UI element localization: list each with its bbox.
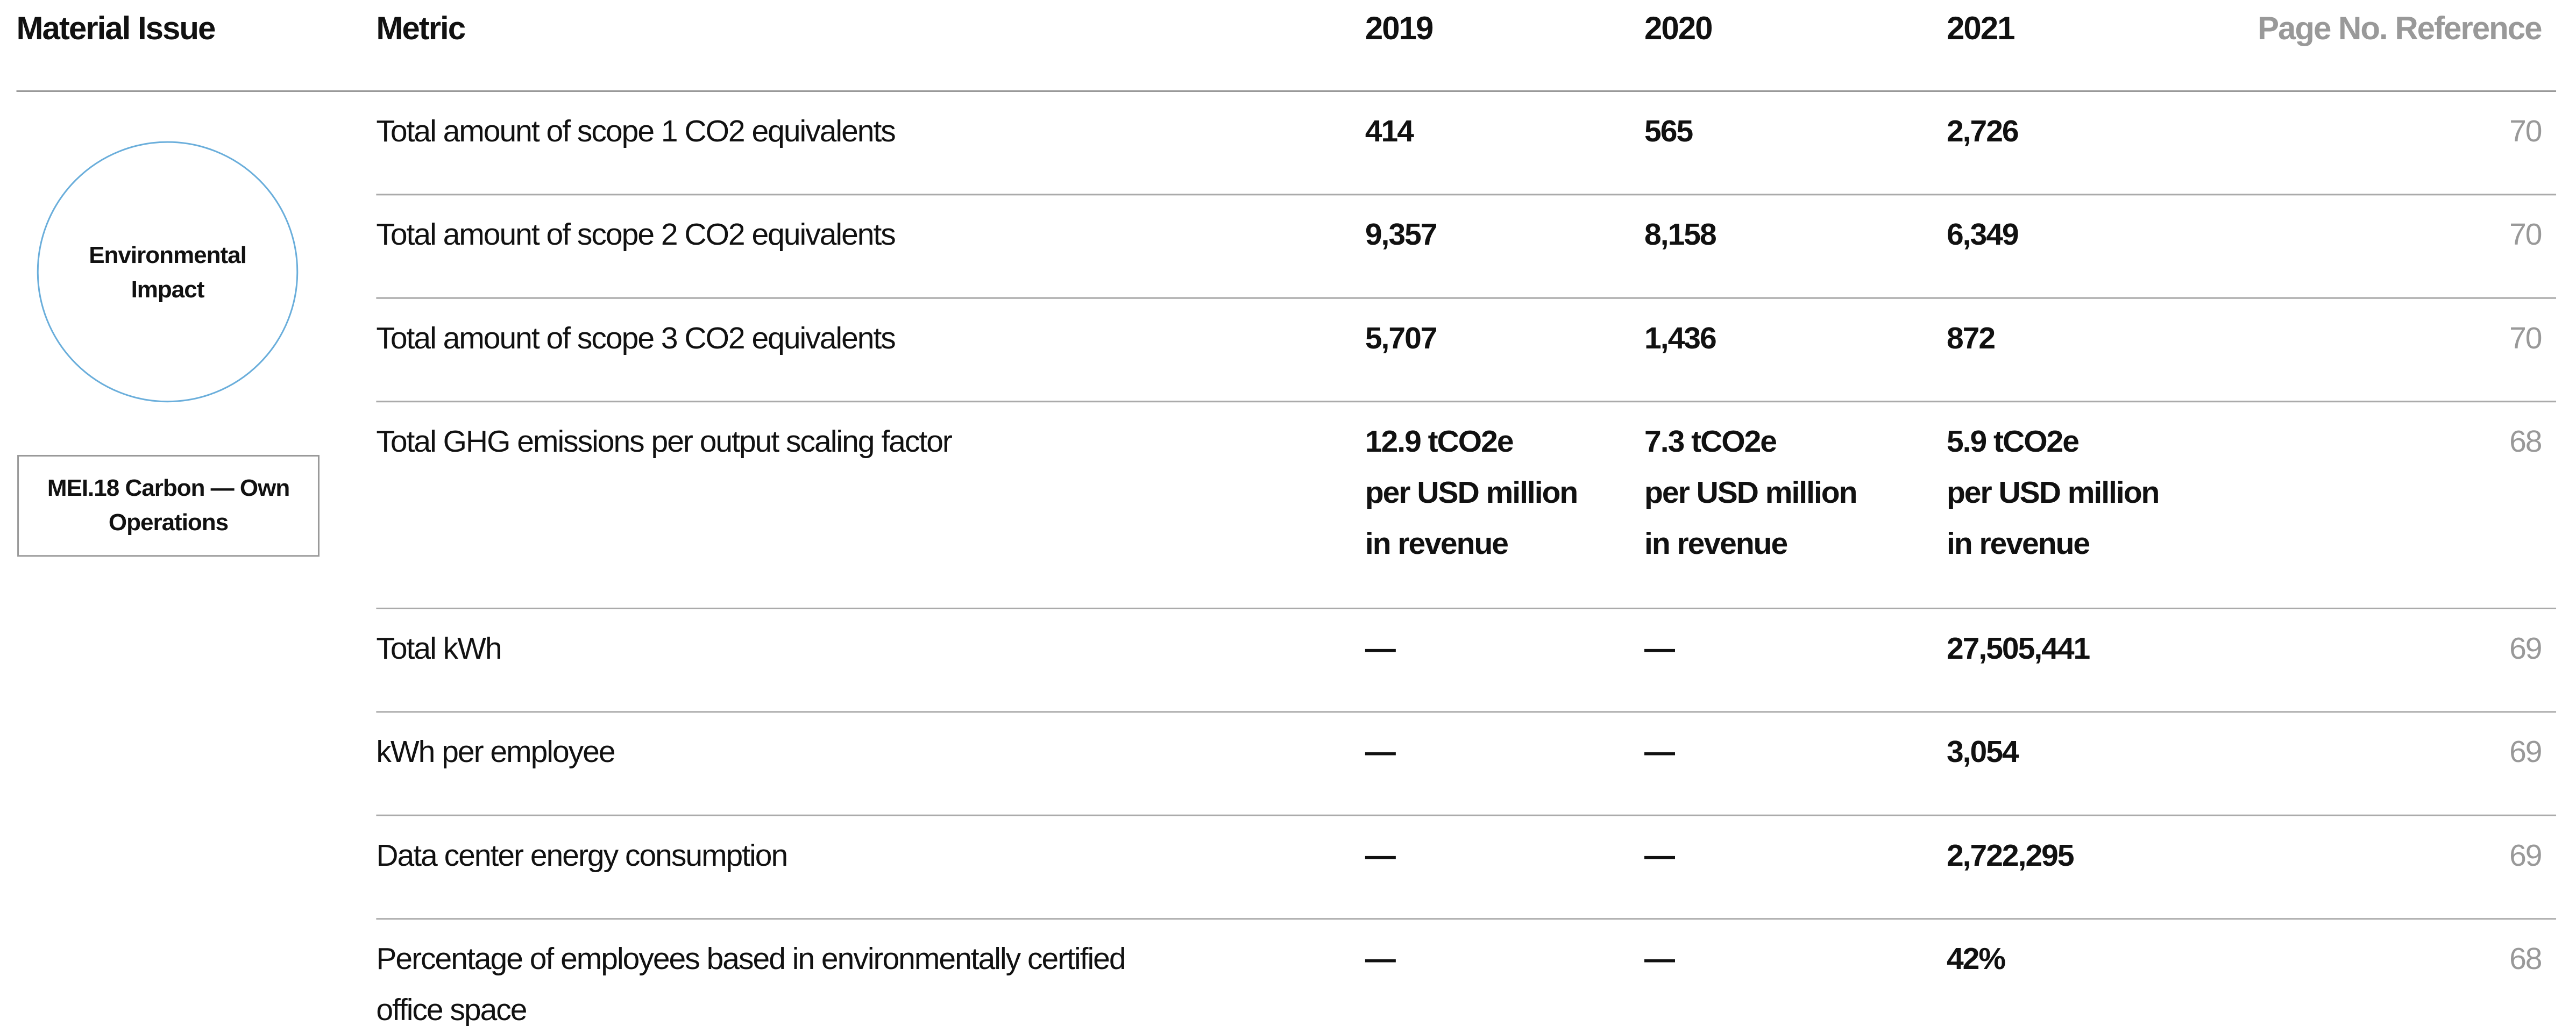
page-ref: 70 <box>2509 320 2542 355</box>
value: — <box>1365 735 1396 770</box>
value: 9,357 <box>1365 217 1438 252</box>
issue-circle <box>37 141 299 403</box>
page-ref: 69 <box>2509 838 2542 873</box>
value: 3,054 <box>1946 735 2019 770</box>
value: — <box>1365 838 1396 873</box>
column-header: Material Issue <box>16 10 216 46</box>
value: 5.9 tCO2e per USD million in revenue <box>1946 424 2160 561</box>
issue-category: Environmental Impact <box>89 241 247 303</box>
value: 565 <box>1644 113 1693 148</box>
column-header: 2019 <box>1365 10 1434 46</box>
metric: Total amount of scope 2 CO2 equivalents <box>376 217 896 252</box>
column-header: 2020 <box>1644 10 1713 46</box>
value: — <box>1644 735 1675 770</box>
value: — <box>1644 838 1675 873</box>
metric: Total amount of scope 1 CO2 equivalents <box>376 113 896 148</box>
metric: Total GHG emissions per output scaling f… <box>376 424 953 459</box>
page-ref: 70 <box>2509 113 2542 148</box>
page-ref: 70 <box>2509 217 2542 252</box>
value: 12.9 tCO2e per USD million in revenue <box>1365 424 1578 561</box>
value: 414 <box>1365 113 1414 148</box>
value: — <box>1644 942 1675 977</box>
column-header: Page No. Reference <box>2257 10 2543 46</box>
value: 1,436 <box>1644 320 1717 355</box>
value: 42% <box>1946 942 2006 977</box>
column-header: Metric <box>376 10 466 46</box>
value: 5,707 <box>1365 320 1438 355</box>
value: — <box>1365 631 1396 666</box>
value: — <box>1365 942 1396 977</box>
metric: Total amount of scope 3 CO2 equivalents <box>376 320 896 355</box>
metric: Percentage of employees based in environ… <box>376 942 1126 1026</box>
metric: Data center energy consumption <box>376 838 788 873</box>
value: 8,158 <box>1644 217 1717 252</box>
value: 7.3 tCO2e per USD million in revenue <box>1644 424 1857 561</box>
issue-box <box>17 454 320 557</box>
value: 2,726 <box>1946 113 2019 148</box>
page-ref: 69 <box>2509 735 2542 770</box>
value: 872 <box>1946 320 1996 355</box>
value: 2,722,295 <box>1946 838 2075 873</box>
page-ref: 68 <box>2509 942 2542 977</box>
column-header: 2021 <box>1946 10 2015 46</box>
value: 27,505,441 <box>1946 631 2090 666</box>
value: — <box>1644 631 1675 666</box>
page-ref: 68 <box>2509 424 2542 459</box>
metric: Total kWh <box>376 631 502 666</box>
value: 6,349 <box>1946 217 2019 252</box>
page-ref: 69 <box>2509 631 2542 666</box>
metric: kWh per employee <box>376 735 615 770</box>
issue-code: MEI.18 Carbon — Own Operations <box>47 475 290 536</box>
